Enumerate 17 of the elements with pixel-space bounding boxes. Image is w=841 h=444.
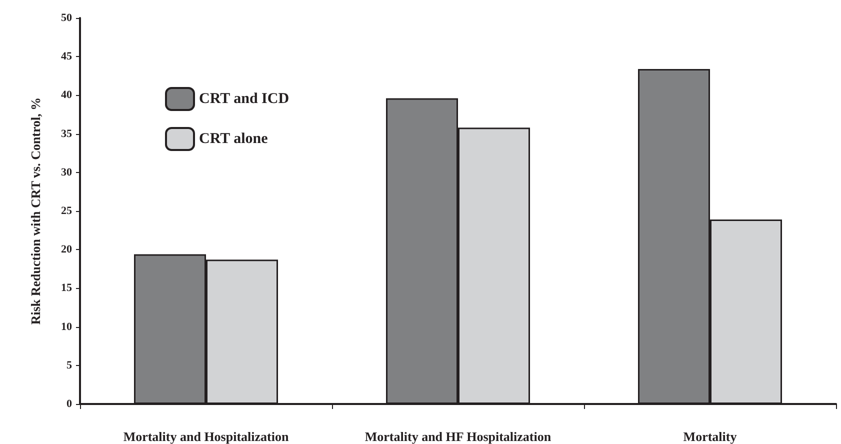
y-tick-label: 10: [61, 320, 72, 333]
x-tick-label: Mortality and Hospitalization: [123, 429, 290, 444]
y-tick-label: 15: [61, 282, 72, 294]
y-tick-label: 0: [66, 398, 72, 410]
y-tick-label: 45: [61, 50, 72, 63]
y-tick-label: 30: [61, 166, 72, 178]
x-tick-label: Mortality and HF Hospitalization: [364, 429, 552, 444]
y-tick-label: 35: [61, 128, 72, 140]
y-axis-title: Risk Reduction with CRT vs. Control, %: [28, 97, 43, 325]
legend-label: CRT and ICD: [199, 91, 290, 107]
legend-label: CRT alone: [199, 131, 268, 147]
y-tick-label: 50: [61, 12, 72, 24]
y-tick-label: 5: [66, 359, 72, 372]
y-tick-label: 40: [61, 89, 72, 102]
y-tick-label: 20: [61, 244, 72, 256]
y-tick-label: 25: [61, 205, 72, 217]
x-tick-label: Mortality: [683, 429, 738, 444]
